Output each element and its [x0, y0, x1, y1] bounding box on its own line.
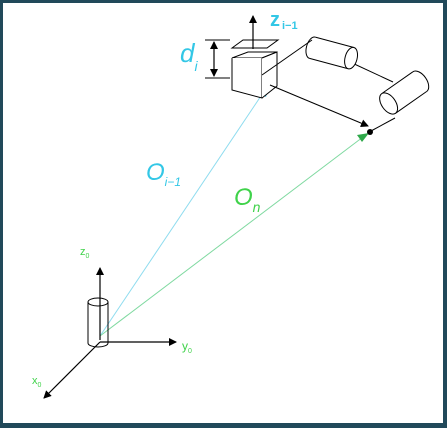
- revolute-joint-2-cylinder-icon: [379, 70, 430, 115]
- vector-o-n-arrowhead: [357, 133, 369, 142]
- label-o-n: On: [234, 184, 261, 215]
- label-o-prev: Oi−1: [146, 159, 181, 189]
- prismatic-joint: [205, 15, 280, 99]
- base-frame: [43, 267, 177, 399]
- diagram-canvas: [3, 3, 443, 423]
- base-cylinder-icon: [87, 297, 109, 348]
- label-d: di: [180, 38, 198, 74]
- vector-o-n: [99, 133, 369, 337]
- revolute-joint-1-cylinder-icon: [305, 36, 359, 70]
- label-z-top: z i−1: [270, 9, 298, 32]
- label-y0: y0: [182, 339, 192, 355]
- d-bracket: [205, 39, 230, 79]
- manipulator-links: [261, 39, 396, 135]
- label-x0: x0: [32, 375, 42, 389]
- label-z0: z0: [80, 246, 90, 260]
- end-effector-point: [367, 129, 373, 135]
- x0-axis: [43, 341, 101, 399]
